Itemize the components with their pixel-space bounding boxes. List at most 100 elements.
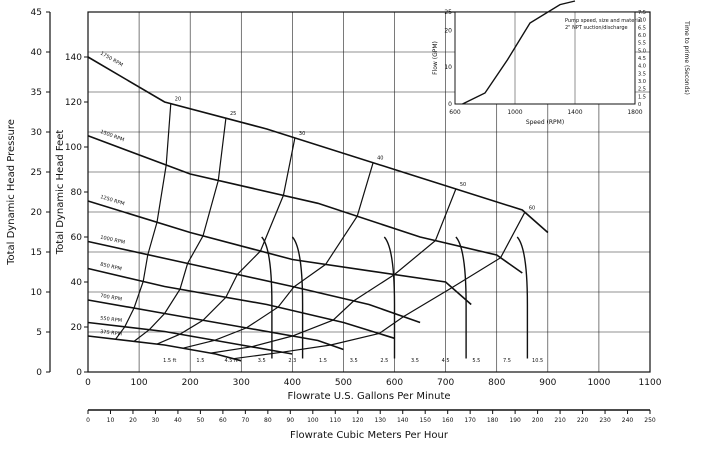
inset-note: 2" NPT suction/discharge [565,25,628,31]
inner-y-tick-label: 20 [71,323,83,333]
speed-curve-label: 1000 RPM [100,235,126,246]
x2-tick-label: 140 [397,417,409,424]
outer-y-tick-label: 0 [36,368,42,378]
inset-y2-tick-label: 6.5 [638,25,646,31]
hp-label: 40 [377,156,383,162]
npsh-label: 2.3 [288,358,296,364]
outer-y-tick-label: 10 [31,288,43,298]
inner-y-tick-label: 120 [65,98,82,108]
hp-label: 30 [299,131,305,137]
x2-tick-label: 20 [129,417,137,424]
inset-y2-tick-label: 3.5 [638,71,646,77]
inner-y-tick-label: 100 [65,143,82,153]
x2-tick-label: 250 [644,417,656,424]
x2-tick-label: 0 [86,417,90,424]
x2-tick-label: 210 [554,417,566,424]
x2-tick-label: 230 [599,417,611,424]
outer-y-tick-label: 35 [31,88,42,98]
npsh-label: 7.5 [503,358,511,364]
inset-y2-tick-label: 1.5 [638,94,646,100]
npsh-line [455,236,467,359]
x2-tick-label: 150 [419,417,431,424]
inset-y-axis-label: Flow (GPM) [432,41,439,75]
npsh-line [291,236,304,359]
inner-y-axis-label: Total Dynamic Head Feet [55,130,66,256]
npsh-label: 10.5 [532,358,543,364]
inset-series-line [462,0,576,105]
inset-y2-tick-label: 5.5 [638,41,646,47]
npsh-label: 2.5 [380,358,388,364]
inset-frame [454,11,636,105]
x2-tick-label: 40 [174,417,182,424]
x2-tick-label: 110 [330,417,342,424]
speed-curve [87,299,344,351]
inset-x-tick-label: 1800 [627,109,642,116]
x2-tick-label: 200 [532,417,544,424]
speed-curve-label: 375 RPM [100,329,122,338]
inset-x-tick-label: 1400 [567,109,582,116]
npsh-line [383,236,396,359]
inset-x-tick-label: 1000 [507,109,522,116]
x2-tick-label: 120 [352,417,364,424]
npsh-line [261,236,273,359]
x2-tick-label: 30 [152,417,160,424]
hp-curve [156,137,296,345]
x-tick-label: 500 [335,378,352,388]
hp-label: 20 [175,97,181,103]
speed-curve [87,200,472,306]
speed-curve [87,267,395,340]
outer-y-tick-label: 25 [31,168,42,178]
inset-y2-tick-label: 4.0 [638,64,646,70]
inset-y2-tick-label: 2.5 [638,87,646,93]
hp-label: 50 [460,182,466,188]
hp-curve [210,188,457,354]
x2-tick-label: 190 [509,417,521,424]
outer-y-tick-label: 15 [31,248,42,258]
inner-y-tick-label: 40 [71,278,83,288]
npsh-line [516,236,529,359]
hp-curve [182,162,374,349]
inner-y-tick-label: 80 [71,188,83,198]
outer-y-axis-label: Total Dynamic Head Pressure [6,119,17,266]
inset-x-axis-label: Speed (RPM) [526,119,564,126]
axes: 0 5 10 15 20 25 30 35 40 45 Total Dynamic Head Pre… [6,8,662,441]
x-tick-label: 100 [130,378,147,388]
inset-y2-tick-label: 3.0 [638,79,646,85]
x2-tick-label: 220 [577,417,589,424]
npsh-label: 4.5 ft [224,358,237,364]
x2-tick-label: 100 [307,417,319,424]
npsh-label: 4.5 [442,358,450,364]
x2-tick-label: 70 [242,417,250,424]
x2-tick-label: 50 [197,417,205,424]
inset-y-tick-label: 25 [444,9,452,16]
hp-curve [233,212,526,360]
inset-y-tick-label: 10 [444,64,452,71]
inset-y2-tick-label: 7.0 [638,18,646,24]
outer-y-tick-label: 45 [31,8,42,18]
x2-tick-label: 240 [622,417,634,424]
speed-curve [87,335,242,362]
x2-tick-label: 90 [286,417,294,424]
x-tick-label: 700 [437,378,454,388]
hp-label: 60 [529,205,535,211]
speed-curve-label: 550 RPM [100,316,122,325]
npsh-label: 1.5 [196,358,204,364]
inset-y2-tick-label: 5.0 [638,48,646,54]
speed-curve-label: 700 RPM [100,293,123,303]
x-tick-label: 0 [85,378,91,388]
npsh-label: 1.5 ft [163,358,176,364]
inset-y2-tick-label: 7.5 [638,10,646,16]
hp-curve [133,118,227,342]
inner-y-tick-label: 60 [71,233,83,243]
x-tick-label: 800 [488,378,505,388]
inset-y2-tick-label: 4.5 [638,56,646,62]
x-tick-label: 300 [233,378,250,388]
hp-label: 25 [230,111,236,117]
inset-y2-axis-label: Time to prime (Seconds) [683,20,690,95]
npsh-label: 3.5 [411,358,419,364]
outer-y-tick-label: 20 [31,208,43,218]
x-tick-label: 200 [182,378,199,388]
